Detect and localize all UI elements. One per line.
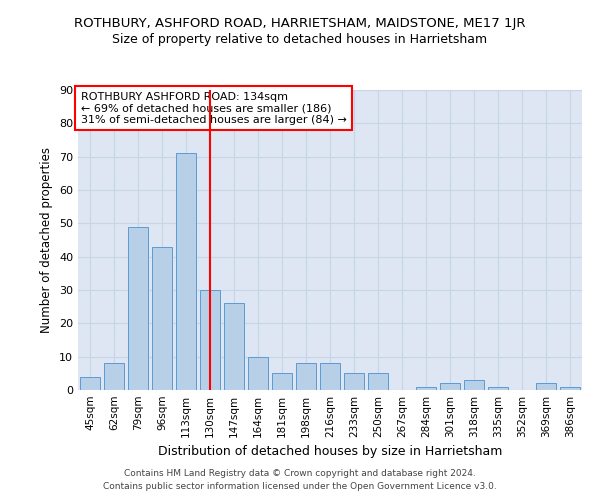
Text: Size of property relative to detached houses in Harrietsham: Size of property relative to detached ho… — [112, 32, 488, 46]
Bar — [80, 376, 100, 390]
Bar — [320, 364, 340, 390]
Bar — [152, 246, 172, 390]
Bar — [368, 374, 388, 390]
Bar — [248, 356, 268, 390]
Bar — [104, 364, 124, 390]
Bar — [344, 374, 364, 390]
Bar — [416, 386, 436, 390]
Y-axis label: Number of detached properties: Number of detached properties — [40, 147, 53, 333]
Bar — [224, 304, 244, 390]
Text: Contains HM Land Registry data © Crown copyright and database right 2024.: Contains HM Land Registry data © Crown c… — [124, 468, 476, 477]
Bar — [296, 364, 316, 390]
Bar — [536, 384, 556, 390]
Bar — [272, 374, 292, 390]
Bar — [464, 380, 484, 390]
Bar — [440, 384, 460, 390]
Bar — [488, 386, 508, 390]
X-axis label: Distribution of detached houses by size in Harrietsham: Distribution of detached houses by size … — [158, 446, 502, 458]
Text: ROTHBURY, ASHFORD ROAD, HARRIETSHAM, MAIDSTONE, ME17 1JR: ROTHBURY, ASHFORD ROAD, HARRIETSHAM, MAI… — [74, 18, 526, 30]
Text: Contains public sector information licensed under the Open Government Licence v3: Contains public sector information licen… — [103, 482, 497, 491]
Bar — [176, 154, 196, 390]
Bar — [560, 386, 580, 390]
Bar — [200, 290, 220, 390]
Bar — [128, 226, 148, 390]
Text: ROTHBURY ASHFORD ROAD: 134sqm
← 69% of detached houses are smaller (186)
31% of : ROTHBURY ASHFORD ROAD: 134sqm ← 69% of d… — [80, 92, 346, 124]
